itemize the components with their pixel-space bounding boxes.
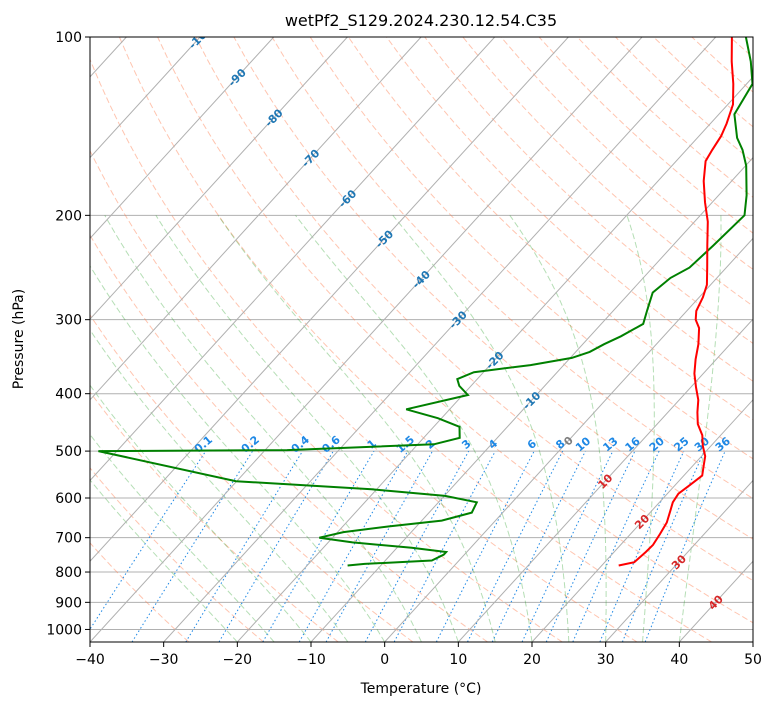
moist-adiabat — [155, 215, 459, 642]
y-tick-label: 600 — [55, 491, 82, 507]
isotherm — [236, 76, 753, 642]
mixing-ratio-line — [131, 450, 254, 642]
moist-adiabat — [90, 264, 386, 642]
y-tick-label: 400 — [55, 387, 82, 403]
temperature-line — [618, 37, 735, 567]
x-tick-label: 20 — [523, 652, 541, 668]
x-tick-label: −30 — [149, 652, 179, 668]
x-tick-label: 0 — [380, 652, 389, 668]
isotherm — [90, 37, 496, 482]
mixing-ratio-line — [90, 450, 207, 631]
isotherm — [605, 479, 753, 642]
moist-adiabat — [509, 215, 607, 642]
y-tick-label: 500 — [55, 444, 82, 460]
dry-adiabat — [386, 37, 753, 382]
mixing-ratio-line — [599, 450, 685, 642]
isotherm — [384, 237, 753, 642]
y-axis: 100 200 300 400 500 600 700 800 900 1000 — [46, 30, 90, 638]
moist-adiabat — [626, 215, 655, 642]
y-tick-label: 1000 — [46, 622, 82, 638]
isotherm — [531, 399, 753, 642]
x-tick-label: 50 — [744, 652, 762, 668]
moist-adiabats — [90, 214, 722, 642]
moist-adiabat — [104, 215, 422, 642]
x-tick-label: 40 — [670, 652, 688, 668]
x-tick-label: 10 — [449, 652, 467, 668]
x-axis: −40 −30 −20 −10 0 10 20 30 40 50 — [75, 642, 762, 668]
y-tick-label: 200 — [55, 208, 82, 224]
moist-adiabat — [90, 433, 275, 642]
mixing-ratio-line — [621, 450, 705, 642]
moist-adiabat — [678, 215, 722, 642]
moist-adiabat — [90, 329, 349, 642]
x-tick-label: −40 — [75, 652, 105, 668]
y-tick-label: 100 — [55, 30, 82, 46]
isotherm-lines — [90, 37, 753, 642]
dry-adiabat — [90, 149, 563, 642]
dry-adiabat — [90, 58, 638, 642]
x-axis-label: Temperature (°C) — [360, 681, 482, 697]
isotherm — [310, 156, 753, 642]
mixing-ratio-line — [467, 450, 564, 642]
dry-adiabat — [347, 37, 753, 421]
x-tick-label: −20 — [223, 652, 253, 668]
plot-frame — [89, 36, 754, 643]
dry-adiabat — [195, 37, 753, 582]
isotherm — [90, 37, 201, 159]
isotherm — [90, 37, 348, 320]
isotherm — [163, 37, 717, 642]
moist-adiabat — [90, 479, 238, 642]
x-tick-label: −10 — [296, 652, 326, 668]
mixing-ratio-line — [364, 450, 470, 642]
dry-adiabat — [462, 37, 753, 307]
plot-area: -100-90-80-70-60-50-40-30-20-10010203040… — [90, 37, 753, 642]
mixing-ratio-line — [572, 450, 660, 642]
y-tick-label: 300 — [55, 313, 82, 329]
isotherm — [90, 37, 643, 642]
isotherm — [90, 37, 422, 401]
dry-adiabat — [157, 37, 753, 624]
dry-adiabat — [90, 234, 488, 642]
isotherm — [457, 318, 753, 642]
y-axis-label: Pressure (hPa) — [11, 289, 27, 389]
moist-adiabat — [90, 384, 312, 642]
mixing-ratio-line — [393, 450, 496, 642]
isotherm — [90, 37, 275, 240]
moist-adiabat — [217, 215, 496, 642]
dry-adiabat — [90, 467, 264, 642]
y-tick-label: 900 — [55, 595, 82, 611]
dewpoint-line — [98, 37, 753, 567]
y-tick-label: 700 — [55, 531, 82, 547]
mixing-ratio-line — [185, 450, 304, 642]
x-tick-label: 30 — [597, 652, 615, 668]
moist-adiabat — [295, 214, 533, 642]
chart-title: wetPf2_S129.2024.230.12.54.C35 — [285, 11, 557, 31]
dry-adiabat — [271, 37, 753, 500]
y-tick-label: 800 — [55, 565, 82, 581]
isotherm — [90, 37, 569, 563]
